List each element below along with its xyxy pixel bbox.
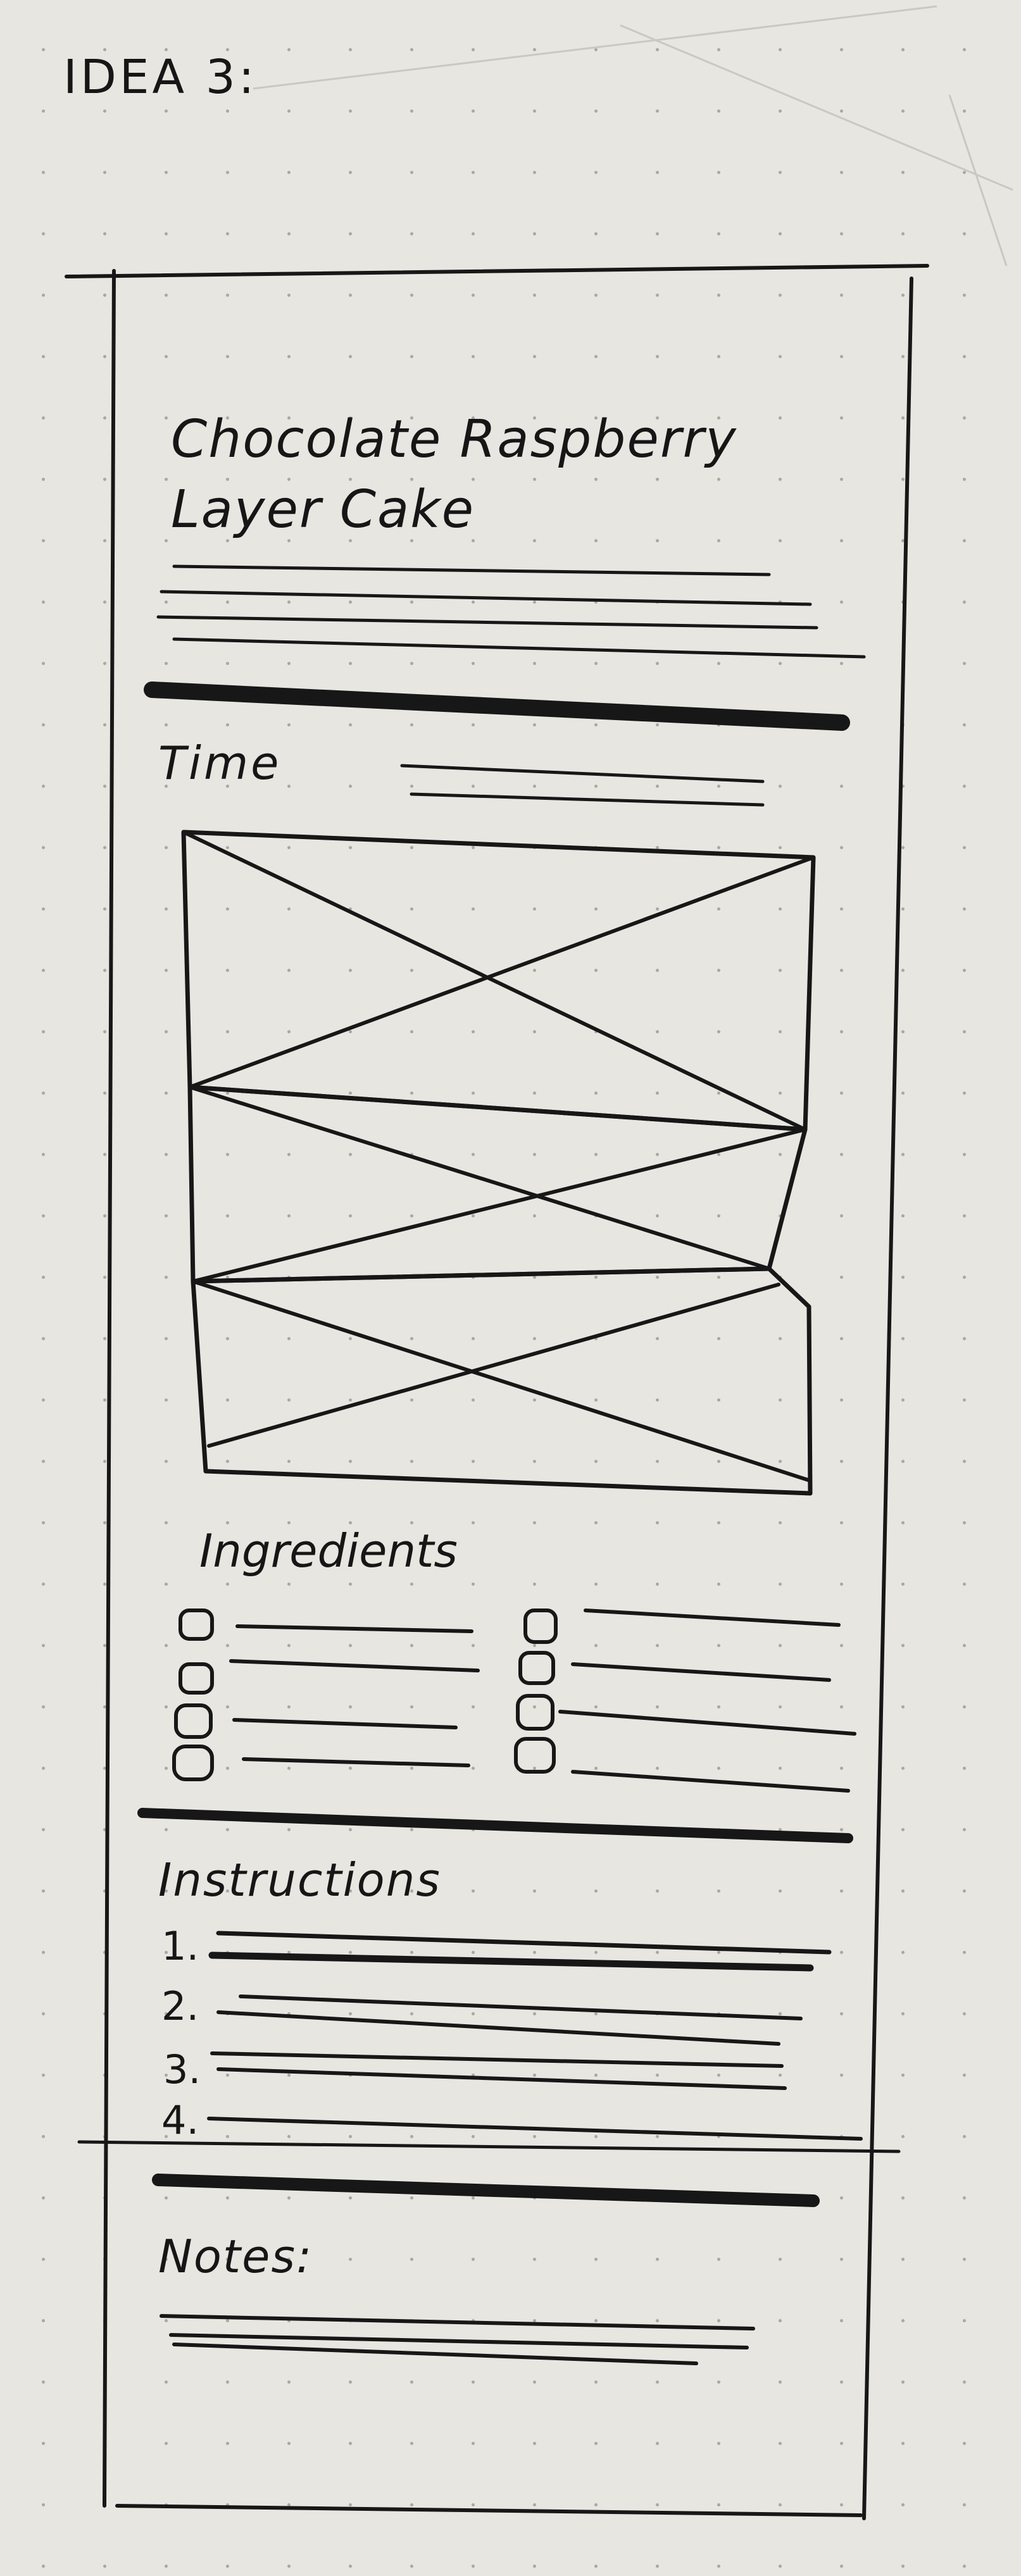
- ingredient-line: [558, 1710, 856, 1736]
- instruction-line: [207, 2117, 863, 2141]
- instruction-step-number: 1.: [161, 1923, 199, 1969]
- faint-pencil-mark: [253, 5, 1013, 266]
- thick-divider: [144, 681, 850, 731]
- instruction-line: [216, 2010, 780, 2046]
- image-placeholder-box: [191, 1266, 813, 1496]
- ingredient-checkbox: [516, 1694, 554, 1731]
- description-line: [156, 615, 818, 630]
- instruction-step-number: 2.: [161, 1983, 199, 2029]
- fold-line: [77, 2140, 901, 2153]
- ingredient-checkbox: [179, 1608, 214, 1641]
- section-divider: [152, 2174, 820, 2207]
- notes-line: [160, 2314, 755, 2330]
- ingredient-checkbox: [172, 1745, 214, 1781]
- recipe-title: Chocolate Raspberry Layer Cake: [171, 409, 737, 540]
- description-line: [172, 637, 866, 659]
- frame-right-edge: [862, 277, 913, 2520]
- instructions-label: Instructions: [158, 1853, 441, 1907]
- time-label: Time: [158, 737, 282, 790]
- image-placeholder-cross: [182, 830, 815, 1131]
- frame-bottom-edge: [115, 2504, 863, 2517]
- instruction-step-number: 4.: [161, 2097, 199, 2143]
- description-line: [172, 564, 771, 576]
- sketch-title: IDEA 3:: [63, 50, 258, 104]
- frame-left-edge: [103, 269, 116, 2508]
- ingredient-line: [571, 1662, 831, 1682]
- ingredient-checkbox: [523, 1608, 558, 1644]
- instruction-line: [216, 2067, 787, 2090]
- instruction-line: [210, 2051, 784, 2068]
- frame-top-edge: [65, 264, 929, 278]
- description-line: [160, 590, 812, 606]
- notes-line: [169, 2333, 749, 2349]
- image-placeholder-cross: [188, 1085, 807, 1283]
- ingredient-line: [584, 1608, 841, 1627]
- image-placeholder-cross: [191, 1279, 812, 1483]
- ingredient-checkbox: [518, 1651, 555, 1685]
- instruction-step-number: 3.: [163, 2046, 201, 2093]
- notes-label: Notes:: [158, 2230, 313, 2283]
- ingredient-line: [229, 1659, 480, 1672]
- instruction-line: [239, 1994, 803, 2020]
- ingredient-line: [232, 1718, 458, 1729]
- section-divider: [137, 1808, 853, 1843]
- ingredient-checkbox: [174, 1703, 213, 1739]
- instruction-line: [208, 1951, 814, 1972]
- instruction-line: [216, 1931, 832, 1955]
- ingredient-checkbox: [179, 1662, 214, 1695]
- ingredients-label: Ingredients: [199, 1524, 458, 1577]
- time-value-line: [410, 792, 765, 807]
- ingredient-checkbox: [514, 1737, 556, 1774]
- ingredient-line: [571, 1770, 850, 1793]
- ingredient-line: [235, 1624, 473, 1633]
- time-value-line: [400, 764, 765, 783]
- notes-line: [172, 2343, 698, 2365]
- ingredient-line: [242, 1757, 470, 1767]
